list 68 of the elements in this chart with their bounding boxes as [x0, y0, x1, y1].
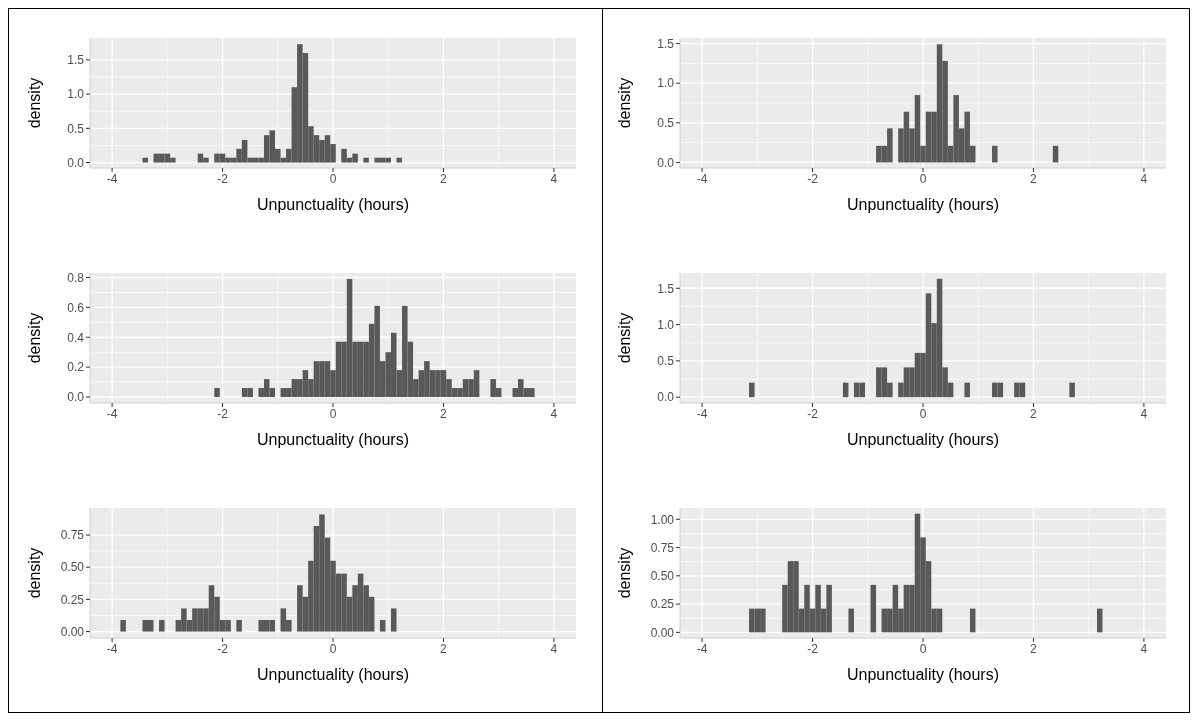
y-tick-label: 1.0 [657, 317, 675, 332]
y-tick-label: 0.5 [657, 116, 675, 131]
x-tick-label: -2 [807, 406, 819, 421]
x-axis-title: Unpunctuality (hours) [256, 196, 410, 213]
x-tick-label: -2 [807, 641, 819, 656]
x-tick-label: 2 [1030, 641, 1038, 656]
x-tick-label: -4 [696, 406, 708, 421]
y-tick-label: 0.00 [650, 625, 675, 640]
x-tick-label: 2 [440, 171, 448, 186]
y-axis-title: density [25, 77, 43, 129]
y-tick-label: 0.8 [67, 270, 85, 285]
y-tick-label: 0.00 [60, 624, 85, 639]
y-tick-label: 0.50 [650, 569, 675, 584]
x-tick-label: 2 [1030, 171, 1038, 186]
y-tick-label: 0.0 [67, 155, 85, 170]
x-tick-label: 4 [1140, 641, 1148, 656]
x-tick-label: 0 [919, 171, 927, 186]
x-tick-label: 4 [1140, 171, 1148, 186]
x-tick-label: 2 [1030, 406, 1038, 421]
y-axis-title: density [25, 312, 43, 364]
x-axis-title: Unpunctuality (hours) [846, 431, 1000, 448]
y-tick-label: 1.5 [657, 36, 675, 51]
y-tick-label: 0.5 [67, 121, 85, 136]
x-tick-label: -4 [106, 406, 118, 421]
y-tick-label: 0.50 [60, 560, 85, 575]
y-axis-title: density [615, 547, 633, 599]
y-tick-label: 1.00 [650, 512, 675, 527]
x-tick-label: 4 [550, 406, 558, 421]
x-axis-title: Unpunctuality (hours) [256, 431, 410, 448]
x-tick-label: -4 [106, 641, 118, 656]
x-tick-label: 0 [329, 406, 337, 421]
y-axis-title: density [25, 547, 43, 599]
x-tick-label: -2 [217, 406, 229, 421]
y-axis-title: density [615, 312, 633, 364]
x-tick-label: -2 [217, 171, 229, 186]
y-tick-label: 0.0 [67, 390, 85, 405]
x-axis-title: Unpunctuality (hours) [846, 196, 1000, 213]
y-tick-label: 0.75 [650, 540, 675, 555]
x-axis-title: Unpunctuality (hours) [256, 666, 410, 683]
y-tick-label: 0.25 [650, 597, 675, 612]
x-tick-label: -4 [696, 171, 708, 186]
x-tick-label: 4 [550, 641, 558, 656]
x-tick-label: 0 [329, 171, 337, 186]
y-tick-label: 0.0 [657, 155, 675, 170]
x-tick-label: 0 [919, 641, 927, 656]
x-tick-label: 2 [440, 641, 448, 656]
x-tick-label: 4 [550, 171, 558, 186]
y-tick-label: 1.0 [657, 76, 675, 91]
x-tick-label: 4 [1140, 406, 1148, 421]
y-tick-label: 0.0 [657, 390, 675, 405]
y-tick-label: 1.5 [67, 53, 85, 68]
x-tick-label: -2 [217, 641, 229, 656]
x-tick-label: -4 [696, 641, 708, 656]
x-tick-label: 2 [440, 406, 448, 421]
y-tick-label: 1.0 [67, 87, 85, 102]
x-tick-label: 0 [919, 406, 927, 421]
y-tick-label: 0.5 [657, 354, 675, 369]
y-tick-label: 0.75 [60, 528, 85, 543]
x-tick-label: 0 [329, 641, 337, 656]
x-axis-title: Unpunctuality (hours) [846, 666, 1000, 683]
y-tick-label: 0.25 [60, 592, 85, 607]
y-tick-label: 0.4 [67, 330, 85, 345]
y-axis-title: density [615, 77, 633, 129]
y-tick-label: 0.2 [67, 360, 85, 375]
y-tick-label: 0.6 [67, 300, 85, 315]
x-tick-label: -4 [106, 171, 118, 186]
y-tick-label: 1.5 [657, 281, 675, 296]
x-tick-label: -2 [807, 171, 819, 186]
